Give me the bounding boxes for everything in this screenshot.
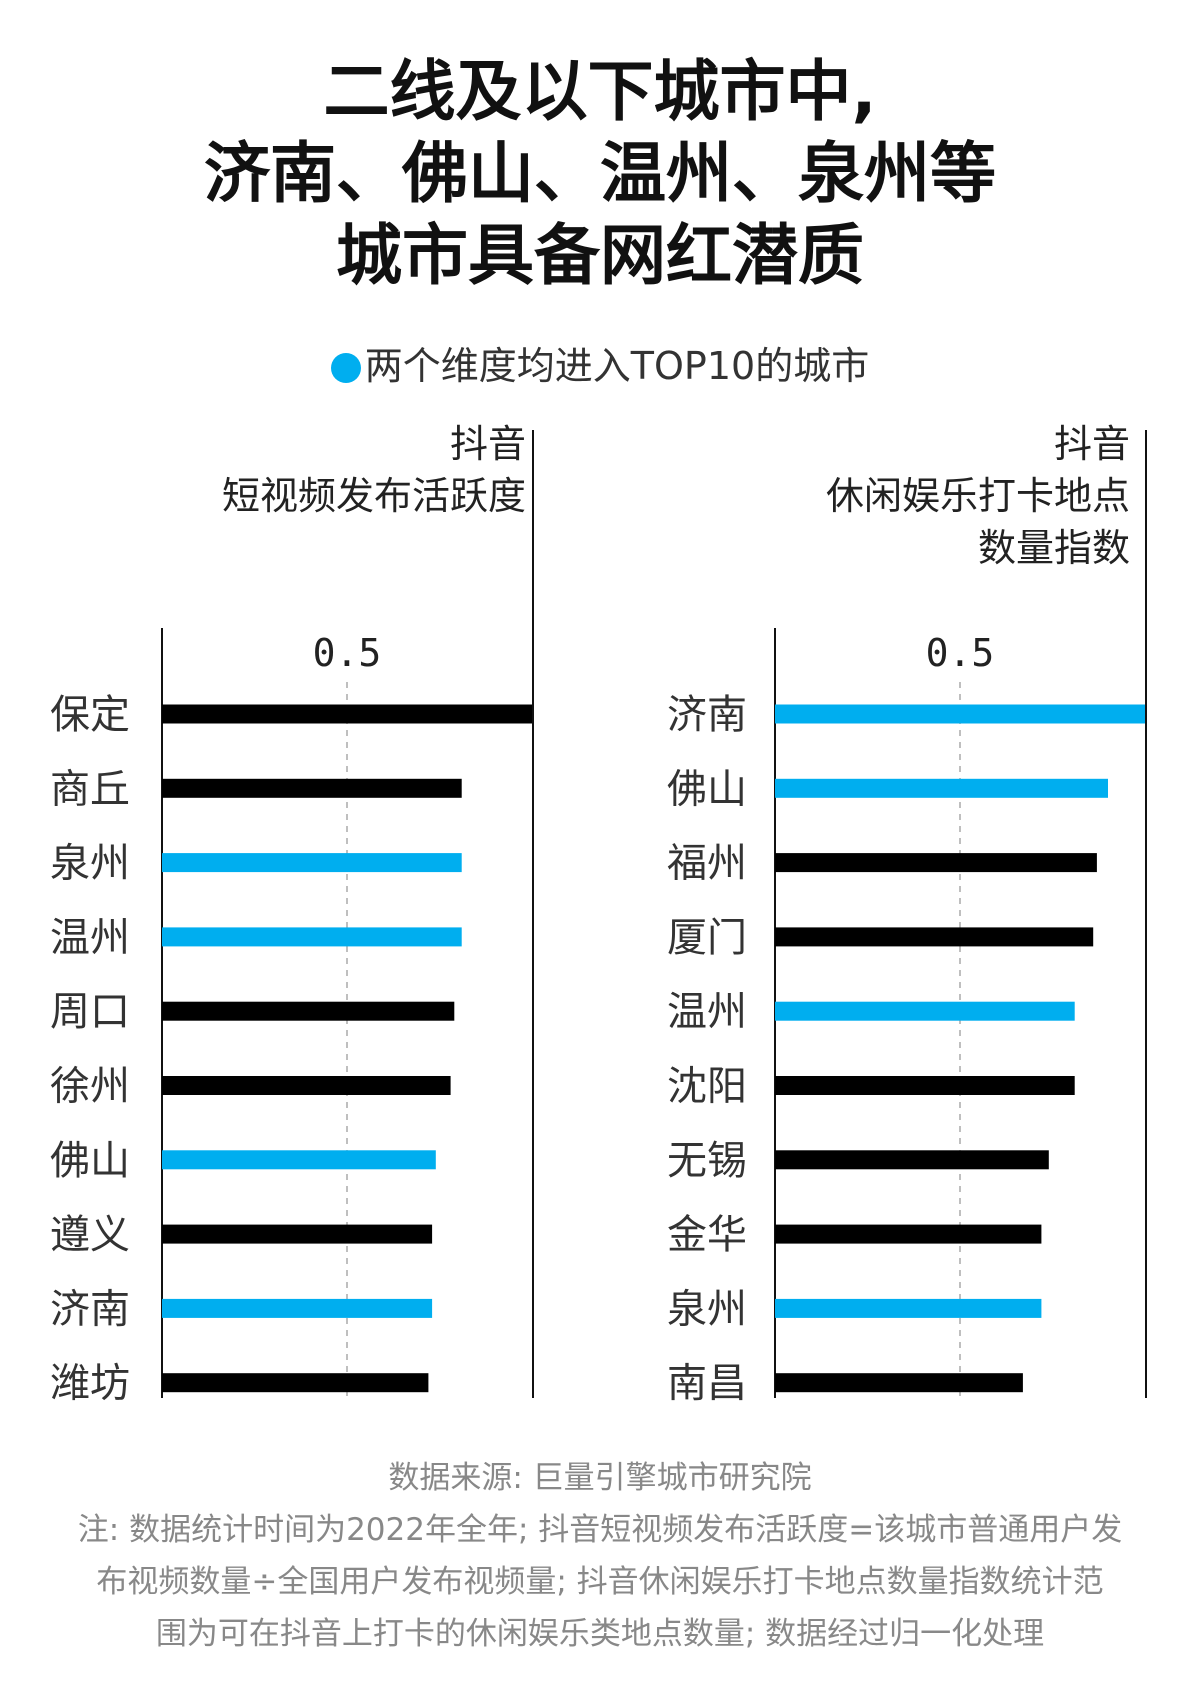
left-category-label-7: 遵义 — [50, 1212, 130, 1258]
left-chart-divider — [532, 430, 534, 1398]
right-tick-label-0: 0.5 — [926, 631, 995, 675]
right-category-label-2: 福州 — [667, 841, 747, 887]
right-bar-1 — [775, 778, 1108, 798]
chart-title-line-3: 城市具备网红潜质 — [336, 217, 864, 294]
legend-dot-icon — [330, 353, 361, 383]
footnote-line-1: 注: 数据统计时间为2022年全年; 抖音短视频发布活跃度=该城市普通用户发 — [77, 1512, 1123, 1548]
right-category-label-5: 沈阳 — [667, 1064, 747, 1110]
right-chart-title-line-3: 数量指数 — [977, 526, 1130, 570]
left-category-label-9: 潍坊 — [50, 1361, 130, 1407]
footnote-line-2: 布视频数量÷全国用户发布视频量; 抖音休闲娱乐打卡地点数量指数统计范 — [96, 1564, 1104, 1600]
right-category-label-9: 南昌 — [667, 1361, 747, 1407]
right-bar-9 — [775, 1373, 1023, 1393]
left-bar-0 — [162, 704, 532, 724]
left-bar-2 — [162, 853, 462, 873]
left-tick-label-0: 0.5 — [313, 631, 382, 675]
left-bar-9 — [162, 1373, 429, 1393]
right-category-label-7: 金华 — [667, 1212, 747, 1258]
left-bar-6 — [162, 1150, 436, 1170]
left-chart-title-line-2: 短视频发布活跃度 — [221, 474, 526, 518]
right-bar-0 — [775, 704, 1145, 724]
right-category-label-1: 佛山 — [667, 766, 747, 812]
legend: 两个维度均进入TOP10的城市 — [0, 335, 1200, 390]
left-chart-title-line-1: 抖音 — [449, 422, 526, 466]
left-category-label-1: 商丘 — [50, 766, 130, 812]
right-bar-5 — [775, 1076, 1075, 1095]
left-category-label-2: 泉州 — [50, 841, 130, 887]
left-category-label-5: 徐州 — [50, 1064, 130, 1110]
right-bar-3 — [775, 927, 1094, 947]
right-category-label-6: 无锡 — [667, 1138, 747, 1184]
right-bar-4 — [775, 1001, 1075, 1021]
chart-title-line-1: 二线及以下城市中, — [323, 53, 877, 130]
right-chart-title-line-1: 抖音 — [1053, 422, 1130, 466]
left-chart-title: 抖音 短视频发布活跃度 — [222, 418, 526, 522]
left-category-label-0: 保定 — [50, 692, 130, 738]
left-bar-1 — [162, 778, 462, 798]
right-bar-2 — [775, 853, 1097, 873]
right-category-label-4: 温州 — [667, 989, 747, 1035]
left-bar-3 — [162, 927, 462, 947]
left-category-label-8: 济南 — [50, 1286, 130, 1332]
left-bar-8 — [162, 1298, 433, 1318]
right-category-label-8: 泉州 — [667, 1286, 747, 1332]
left-category-label-6: 佛山 — [50, 1138, 130, 1184]
chart-title-line-2: 济南、佛山、温州、泉州等 — [204, 135, 996, 212]
footnote-line-3: 围为可在抖音上打卡的休闲娱乐类地点数量; 数据经过归一化处理 — [155, 1616, 1045, 1652]
right-bar-6 — [775, 1150, 1049, 1170]
left-category-label-4: 周口 — [50, 989, 130, 1035]
legend-label: 两个维度均进入TOP10的城市 — [364, 344, 870, 388]
right-chart-title-line-2: 休闲娱乐打卡地点 — [825, 474, 1130, 518]
right-category-label-3: 厦门 — [667, 915, 747, 961]
right-bar-7 — [775, 1224, 1042, 1244]
right-chart-title: 抖音 休闲娱乐打卡地点 数量指数 — [826, 418, 1130, 574]
right-category-label-0: 济南 — [667, 692, 747, 738]
left-bar-4 — [162, 1001, 455, 1021]
left-bar-5 — [162, 1076, 451, 1095]
source-note: 数据来源: 巨量引擎城市研究院 — [388, 1460, 812, 1496]
left-category-label-3: 温州 — [50, 915, 130, 961]
right-chart-divider — [1145, 430, 1147, 1398]
right-bar-8 — [775, 1298, 1042, 1318]
left-bar-7 — [162, 1224, 433, 1244]
